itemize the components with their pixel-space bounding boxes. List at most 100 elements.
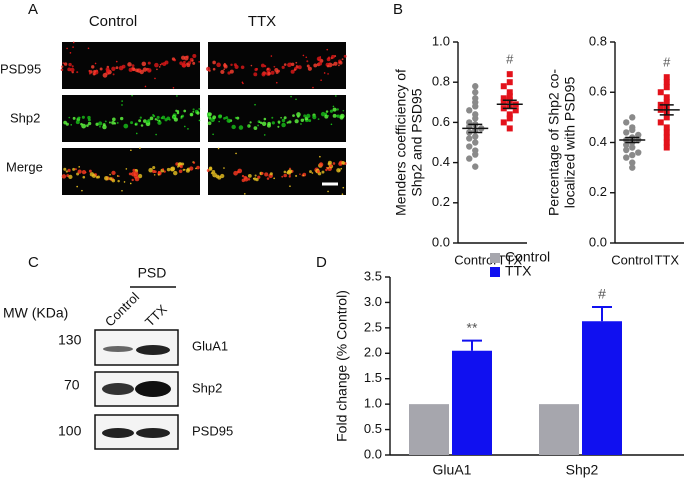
speckle [207, 121, 212, 126]
speckle [286, 171, 289, 174]
speckle [192, 53, 197, 58]
speckle [273, 65, 276, 68]
speckle [249, 121, 252, 124]
speckle [135, 132, 138, 135]
data-point [506, 115, 513, 122]
speckle [157, 173, 160, 176]
speckle [67, 67, 72, 72]
speckle [121, 64, 126, 69]
speckle [339, 115, 344, 120]
speckle [247, 125, 249, 127]
speckle [74, 168, 77, 171]
speckle [329, 109, 334, 113]
speckle [147, 118, 151, 122]
speckle [306, 64, 310, 68]
speckle [157, 120, 162, 125]
speckle [147, 61, 151, 65]
error-bar [502, 99, 517, 110]
data-point [466, 107, 473, 114]
speckle [171, 57, 176, 61]
speckle [76, 71, 79, 74]
speckle [99, 125, 101, 128]
speckle [254, 103, 256, 106]
y-tick-label: 0.8 [589, 33, 607, 48]
speckle [128, 172, 132, 176]
speckle [134, 176, 140, 182]
speckle [198, 61, 200, 63]
speckle [341, 58, 344, 61]
y-tick-label: 0.6 [432, 114, 450, 129]
speckle [61, 65, 64, 68]
group-label: PSD [138, 265, 167, 281]
speckle [87, 121, 92, 126]
speckle [241, 174, 245, 178]
mw-label: MW (KDa) [3, 305, 68, 321]
speckle [176, 110, 180, 113]
data-point [623, 129, 630, 136]
speckle [154, 170, 157, 174]
speckle [240, 65, 245, 70]
speckle [342, 109, 345, 112]
x-tick-label: TTX [654, 252, 679, 267]
speckle [183, 168, 186, 171]
speckle [72, 46, 74, 48]
annotation: ** [467, 319, 478, 335]
speckle [111, 66, 116, 71]
lane-label: TTX [142, 301, 170, 329]
panel-label: C [28, 254, 39, 271]
speckle [116, 121, 119, 124]
speckle [254, 174, 257, 177]
micrograph [208, 95, 346, 142]
speckle [267, 71, 271, 76]
speckle [260, 63, 265, 68]
speckle [231, 124, 236, 130]
row-label: PSD95 [0, 61, 41, 76]
data-point [663, 134, 670, 141]
data-point [629, 114, 636, 121]
y-axis-label: localized with PSD95 [562, 77, 578, 209]
data-point [472, 83, 479, 90]
data-point [623, 141, 630, 149]
blots [94, 329, 179, 450]
x-tick-label: TTX [497, 252, 522, 267]
speckle [300, 118, 305, 123]
speckle [61, 174, 67, 179]
speckle [65, 170, 68, 173]
error-bar [592, 306, 612, 322]
column-label: TTX [248, 13, 276, 30]
speckle [257, 175, 261, 179]
speckle [343, 54, 347, 58]
speckle [223, 68, 225, 71]
speckle [121, 189, 123, 192]
speckle [132, 67, 136, 72]
speckle [93, 70, 97, 74]
speckle [223, 62, 226, 65]
data-point [472, 151, 479, 158]
speckle [312, 86, 314, 89]
row-label: Merge [6, 159, 43, 174]
data-point [657, 119, 664, 126]
speckle [131, 64, 135, 68]
speckle [78, 166, 80, 168]
speckle [153, 174, 156, 176]
speckle [208, 69, 211, 72]
speckle [281, 175, 284, 178]
speckle [327, 160, 332, 165]
speckle [154, 118, 157, 121]
speckle [327, 190, 329, 193]
lane-label: Control [102, 289, 142, 329]
y-tick-label: 0.5 [364, 421, 382, 436]
y-tick-label: 2.5 [364, 319, 382, 334]
speckle [94, 62, 97, 65]
data-point [506, 71, 513, 78]
y-tick-label: 0.0 [364, 446, 382, 461]
speckle [227, 71, 231, 75]
micrograph [208, 148, 346, 195]
speckle [67, 168, 71, 172]
speckle [164, 60, 169, 65]
speckle [138, 119, 142, 123]
speckle [266, 67, 269, 71]
data-point [663, 79, 670, 86]
speckle [82, 175, 86, 179]
speckle [323, 72, 326, 74]
